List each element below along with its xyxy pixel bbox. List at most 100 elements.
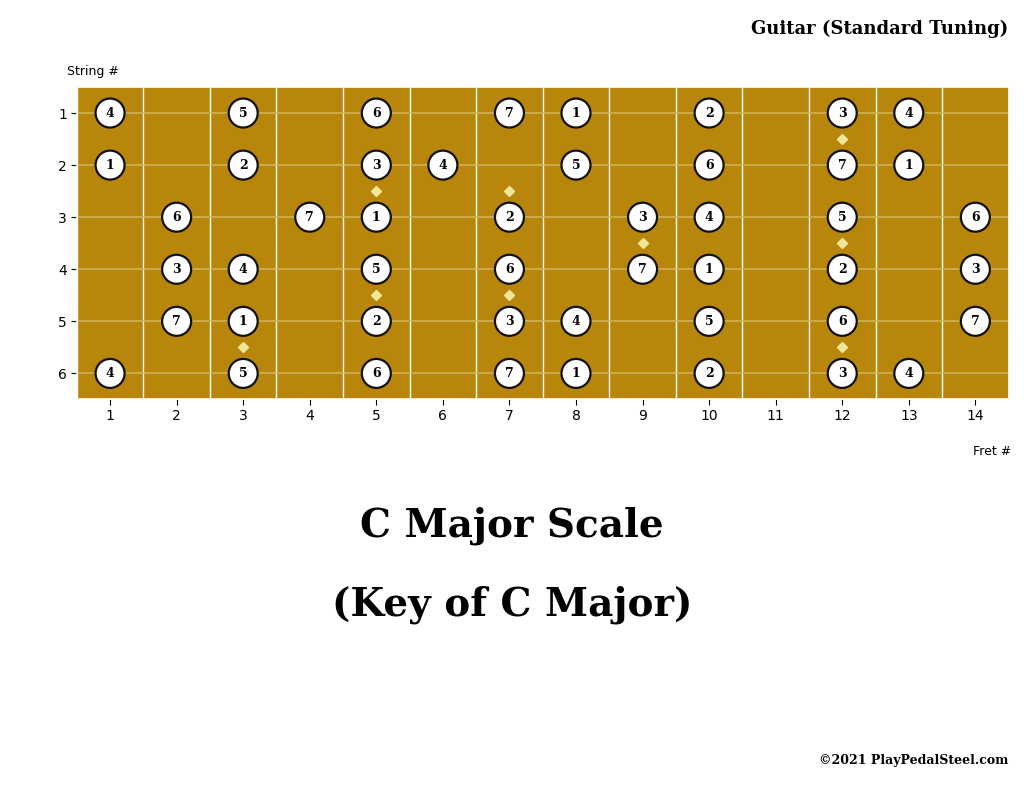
Text: 7: 7	[305, 210, 314, 224]
Ellipse shape	[694, 359, 724, 388]
Text: 3: 3	[971, 263, 980, 276]
Ellipse shape	[694, 307, 724, 336]
Text: 7: 7	[505, 107, 514, 119]
Ellipse shape	[561, 359, 591, 388]
Text: 1: 1	[904, 159, 913, 172]
Text: 4: 4	[904, 367, 913, 380]
Ellipse shape	[428, 150, 458, 180]
Text: 6: 6	[505, 263, 514, 276]
Text: 6: 6	[372, 367, 381, 380]
Text: String #: String #	[67, 65, 119, 78]
Ellipse shape	[228, 307, 258, 336]
Ellipse shape	[694, 202, 724, 232]
Text: 6: 6	[372, 107, 381, 119]
Ellipse shape	[628, 255, 657, 284]
Text: 6: 6	[971, 210, 980, 224]
Ellipse shape	[295, 202, 325, 232]
Ellipse shape	[961, 255, 990, 284]
Text: 5: 5	[838, 210, 847, 224]
Text: ©2021 PlayPedalSteel.com: ©2021 PlayPedalSteel.com	[819, 755, 1009, 767]
Text: 2: 2	[505, 210, 514, 224]
Ellipse shape	[827, 255, 857, 284]
Ellipse shape	[561, 150, 591, 180]
Text: (Key of C Major): (Key of C Major)	[332, 586, 692, 624]
Ellipse shape	[361, 307, 391, 336]
Text: 5: 5	[239, 107, 248, 119]
Ellipse shape	[95, 99, 125, 127]
Text: 4: 4	[105, 107, 115, 119]
Ellipse shape	[561, 99, 591, 127]
Text: 6: 6	[172, 210, 181, 224]
Ellipse shape	[495, 202, 524, 232]
Text: 1: 1	[571, 367, 581, 380]
Ellipse shape	[561, 307, 591, 336]
Ellipse shape	[361, 359, 391, 388]
Text: 6: 6	[705, 159, 714, 172]
Text: 1: 1	[239, 315, 248, 327]
Ellipse shape	[827, 307, 857, 336]
Ellipse shape	[694, 150, 724, 180]
Text: 5: 5	[571, 159, 581, 172]
Ellipse shape	[961, 202, 990, 232]
Ellipse shape	[827, 202, 857, 232]
Text: 6: 6	[838, 315, 847, 327]
Ellipse shape	[95, 150, 125, 180]
Text: Guitar (Standard Tuning): Guitar (Standard Tuning)	[752, 20, 1009, 38]
Text: 2: 2	[705, 107, 714, 119]
Ellipse shape	[827, 150, 857, 180]
Text: 5: 5	[372, 263, 381, 276]
Text: 1: 1	[105, 159, 115, 172]
Text: 7: 7	[505, 367, 514, 380]
Ellipse shape	[961, 307, 990, 336]
Ellipse shape	[694, 255, 724, 284]
Ellipse shape	[162, 202, 191, 232]
Ellipse shape	[894, 99, 924, 127]
Text: 7: 7	[172, 315, 181, 327]
Ellipse shape	[361, 202, 391, 232]
Ellipse shape	[628, 202, 657, 232]
Ellipse shape	[228, 255, 258, 284]
Text: 4: 4	[904, 107, 913, 119]
Text: 2: 2	[372, 315, 381, 327]
Text: 4: 4	[571, 315, 581, 327]
Text: 1: 1	[705, 263, 714, 276]
Text: 7: 7	[971, 315, 980, 327]
Ellipse shape	[361, 99, 391, 127]
Text: 7: 7	[638, 263, 647, 276]
Ellipse shape	[495, 307, 524, 336]
Text: 2: 2	[838, 263, 847, 276]
Text: C Major Scale: C Major Scale	[360, 507, 664, 545]
Text: 4: 4	[438, 159, 447, 172]
Ellipse shape	[162, 255, 191, 284]
Ellipse shape	[361, 255, 391, 284]
Ellipse shape	[894, 359, 924, 388]
Text: 4: 4	[239, 263, 248, 276]
Text: 3: 3	[372, 159, 381, 172]
Ellipse shape	[162, 307, 191, 336]
Ellipse shape	[495, 99, 524, 127]
Text: 1: 1	[571, 107, 581, 119]
Ellipse shape	[228, 150, 258, 180]
Ellipse shape	[694, 99, 724, 127]
Ellipse shape	[228, 99, 258, 127]
Text: 2: 2	[705, 367, 714, 380]
Text: 5: 5	[705, 315, 714, 327]
Ellipse shape	[827, 359, 857, 388]
Text: 3: 3	[638, 210, 647, 224]
Text: 3: 3	[838, 367, 847, 380]
Text: 3: 3	[172, 263, 181, 276]
Text: 4: 4	[105, 367, 115, 380]
Text: 3: 3	[838, 107, 847, 119]
Text: 5: 5	[239, 367, 248, 380]
Ellipse shape	[361, 150, 391, 180]
Text: Fret #: Fret #	[974, 445, 1012, 458]
Ellipse shape	[495, 255, 524, 284]
Ellipse shape	[495, 359, 524, 388]
Ellipse shape	[228, 359, 258, 388]
Ellipse shape	[894, 150, 924, 180]
Text: 1: 1	[372, 210, 381, 224]
Ellipse shape	[95, 359, 125, 388]
Ellipse shape	[827, 99, 857, 127]
Text: 7: 7	[838, 159, 847, 172]
Text: 4: 4	[705, 210, 714, 224]
